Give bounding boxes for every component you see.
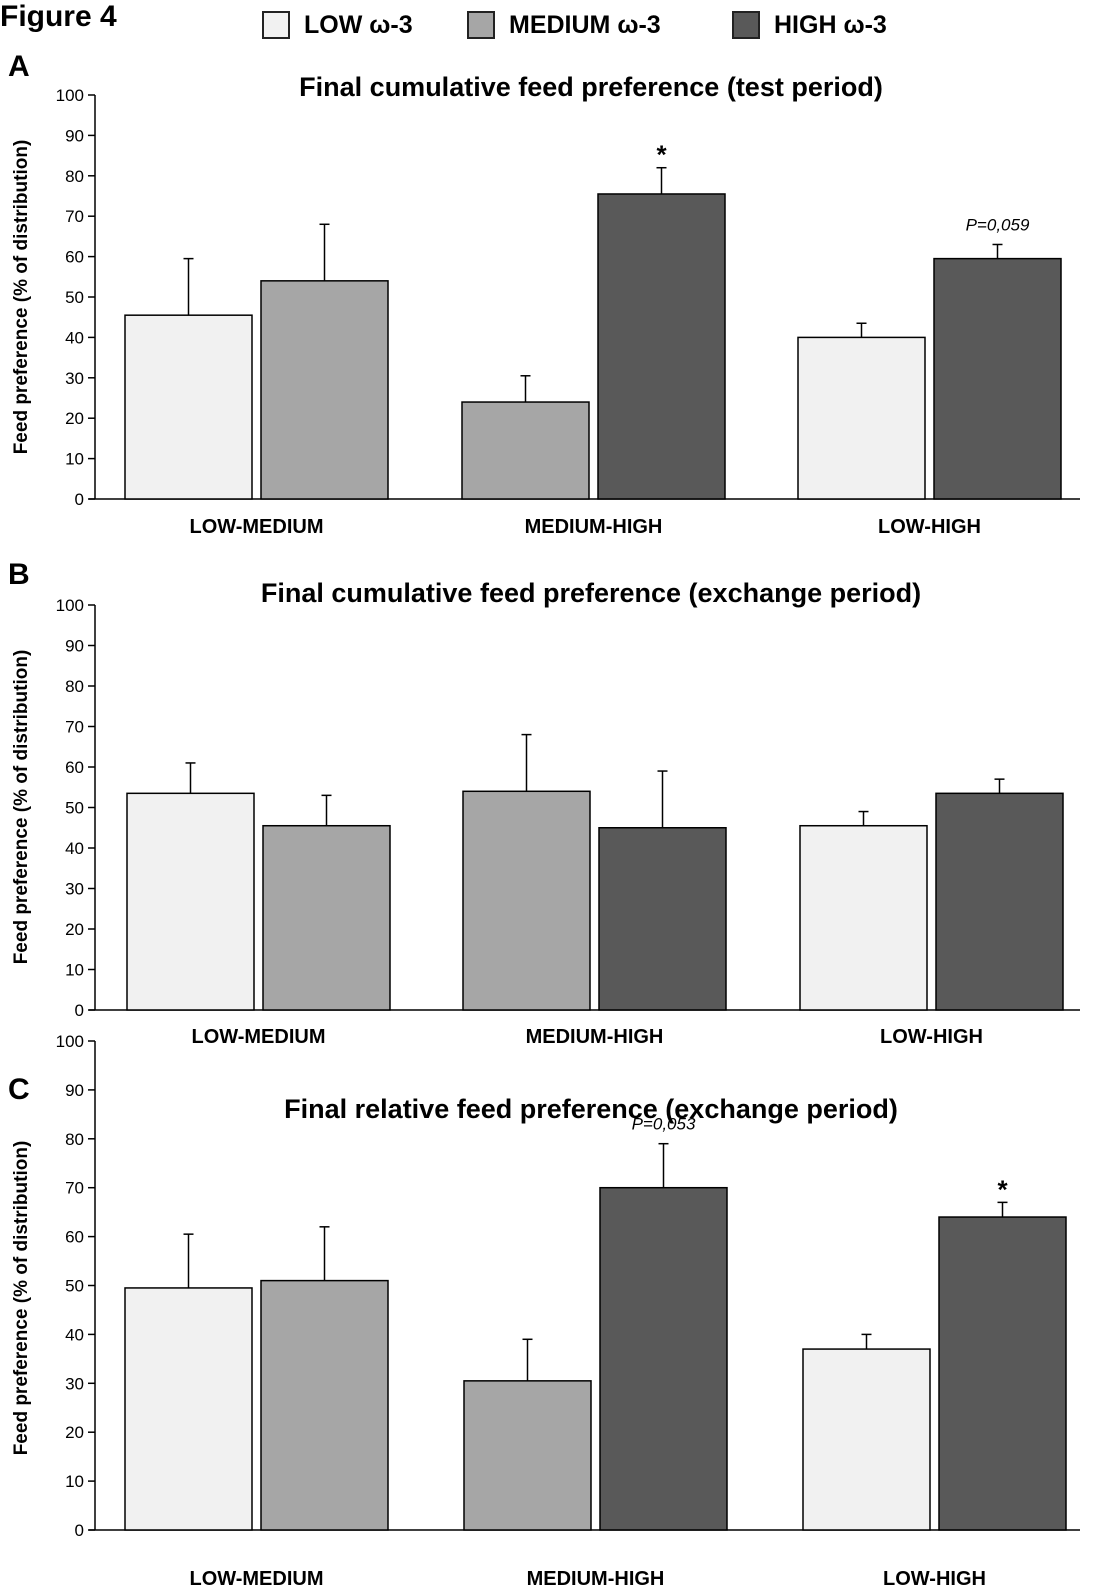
panel-c-category-label: MEDIUM-HIGH xyxy=(527,1568,665,1589)
panel-b-y-tick-label: 50 xyxy=(65,799,84,818)
panel-b-category-label: MEDIUM-HIGH xyxy=(526,1026,664,1048)
panel-c-bar xyxy=(260,1279,389,1531)
panel-a-y-tick-label: 80 xyxy=(65,167,84,186)
legend-label-high: HIGH ω-3 xyxy=(774,10,887,39)
legend-swatch-high xyxy=(732,11,760,39)
panel-c-bar-annotation: P=0,053 xyxy=(632,1115,696,1134)
panel-b-bar xyxy=(598,827,727,1011)
panel-a-category-label: LOW-MEDIUM xyxy=(189,516,323,538)
legend-item-medium: MEDIUM ω-3 xyxy=(467,8,661,42)
panel-b-y-tick-label: 0 xyxy=(75,1001,84,1020)
panel-a-bar xyxy=(260,280,389,500)
panel-b-y-tick-label: 10 xyxy=(65,961,84,980)
panel-b-category-label: LOW-MEDIUM xyxy=(191,1026,325,1048)
panel-a-y-tick-label: 70 xyxy=(65,207,84,226)
panel-b-y-tick-label: 70 xyxy=(65,718,84,737)
legend-item-high: HIGH ω-3 xyxy=(732,8,887,42)
panel-a-y-tick-label: 50 xyxy=(65,288,84,307)
panel-a-category-label: MEDIUM-HIGH xyxy=(525,516,663,538)
panel-a-bar xyxy=(933,257,1062,500)
panel-a-y-tick-label: 0 xyxy=(75,490,84,509)
panel-b-bar xyxy=(262,824,391,1011)
legend-label-medium: MEDIUM ω-3 xyxy=(509,10,661,39)
panel-c-y-tick-label: 80 xyxy=(65,1130,84,1149)
panel-c-bar xyxy=(599,1186,728,1531)
panel-a-bar-annotation: P=0,059 xyxy=(966,215,1030,234)
panel-b-y-tick-label: 30 xyxy=(65,880,84,899)
panel-c-category-label: LOW-HIGH xyxy=(883,1568,986,1589)
panel-letter-c: C xyxy=(8,1073,30,1106)
panel-a-bar xyxy=(797,336,926,500)
panel-a-y-tick-label: 90 xyxy=(65,126,84,145)
panel-b-chart: 0 10 20 30 40 50 60 70 80 90 100 LOW-MEDIUM MEDIUM-H… xyxy=(56,596,1080,1048)
panel-c-y-tick-label: 100 xyxy=(56,1032,84,1051)
panel-a-category-label: LOW-HIGH xyxy=(878,516,981,538)
panel-a-y-tick-label: 20 xyxy=(65,409,84,428)
panel-a-title: Final cumulative feed preference (test p… xyxy=(299,72,883,102)
panel-b-category-label: LOW-HIGH xyxy=(880,1026,983,1048)
panel-c-bar xyxy=(463,1380,592,1531)
legend-swatch-low xyxy=(262,11,290,39)
panel-c-y-tick-label: 10 xyxy=(65,1472,84,1491)
panel-a-y-tick-label: 30 xyxy=(65,369,84,388)
panel-c-bar-annotation: * xyxy=(997,1174,1008,1204)
panel-b-title: Final cumulative feed preference (exchan… xyxy=(260,578,922,608)
panel-b-y-tick-label: 20 xyxy=(65,920,84,939)
legend-item-low: LOW ω-3 xyxy=(262,8,413,42)
legend: LOW ω-3 MEDIUM ω-3 HIGH ω-3 xyxy=(262,8,982,42)
figure-label: Figure 4 xyxy=(0,0,117,33)
panel-b-y-tick-label: 40 xyxy=(65,839,84,858)
panel-c-title: Final relative feed preference (exchange… xyxy=(284,1094,898,1124)
panel-letter-b: B xyxy=(8,558,30,591)
panel-b-bar xyxy=(462,790,591,1011)
panel-b-y-tick-label: 80 xyxy=(65,677,84,696)
panel-b-y-tick-label: 90 xyxy=(65,637,84,656)
panel-c-y-tick-label: 50 xyxy=(65,1277,84,1296)
panel-a-y-tick-label: 40 xyxy=(65,328,84,347)
panel-a-bar-annotation: * xyxy=(656,140,667,170)
panel-b-bar xyxy=(935,792,1064,1011)
panel-b-y-tick-label: 60 xyxy=(65,758,84,777)
panel-c-bar xyxy=(124,1287,253,1531)
panel-a-bar xyxy=(124,314,253,500)
panel-a-y-tick-label: 100 xyxy=(56,86,84,105)
panel-c-y-tick-label: 60 xyxy=(65,1228,84,1247)
panel-b-y-tick-label: 100 xyxy=(56,596,84,615)
panel-a-bar xyxy=(597,193,726,500)
panel-c-y-tick-label: 30 xyxy=(65,1374,84,1393)
panel-c-bar xyxy=(938,1216,1067,1531)
panel-c-y-tick-label: 0 xyxy=(75,1521,84,1540)
legend-swatch-medium xyxy=(467,11,495,39)
panel-c-y-tick-label: 90 xyxy=(65,1081,84,1100)
legend-label-low: LOW ω-3 xyxy=(304,10,413,39)
panel-c-y-tick-label: 20 xyxy=(65,1423,84,1442)
panel-a-y-tick-label: 60 xyxy=(65,248,84,267)
panel-c-y-tick-label: 40 xyxy=(65,1325,84,1344)
panel-b-bar xyxy=(126,792,255,1011)
panel-b-bar xyxy=(799,824,928,1011)
panel-c-category-label: LOW-MEDIUM xyxy=(189,1568,323,1589)
panel-c-y-tick-label: 70 xyxy=(65,1179,84,1198)
panel-a-bar xyxy=(461,401,590,500)
panel-a-y-tick-label: 10 xyxy=(65,450,84,469)
panel-c-bar xyxy=(802,1348,931,1531)
panel-letter-a: A xyxy=(8,50,30,83)
panel-a-chart: 0 10 20 30 40 50 60 70 80 90 100 LOW-MEDIUM * MEDIUM-… xyxy=(56,86,1080,538)
